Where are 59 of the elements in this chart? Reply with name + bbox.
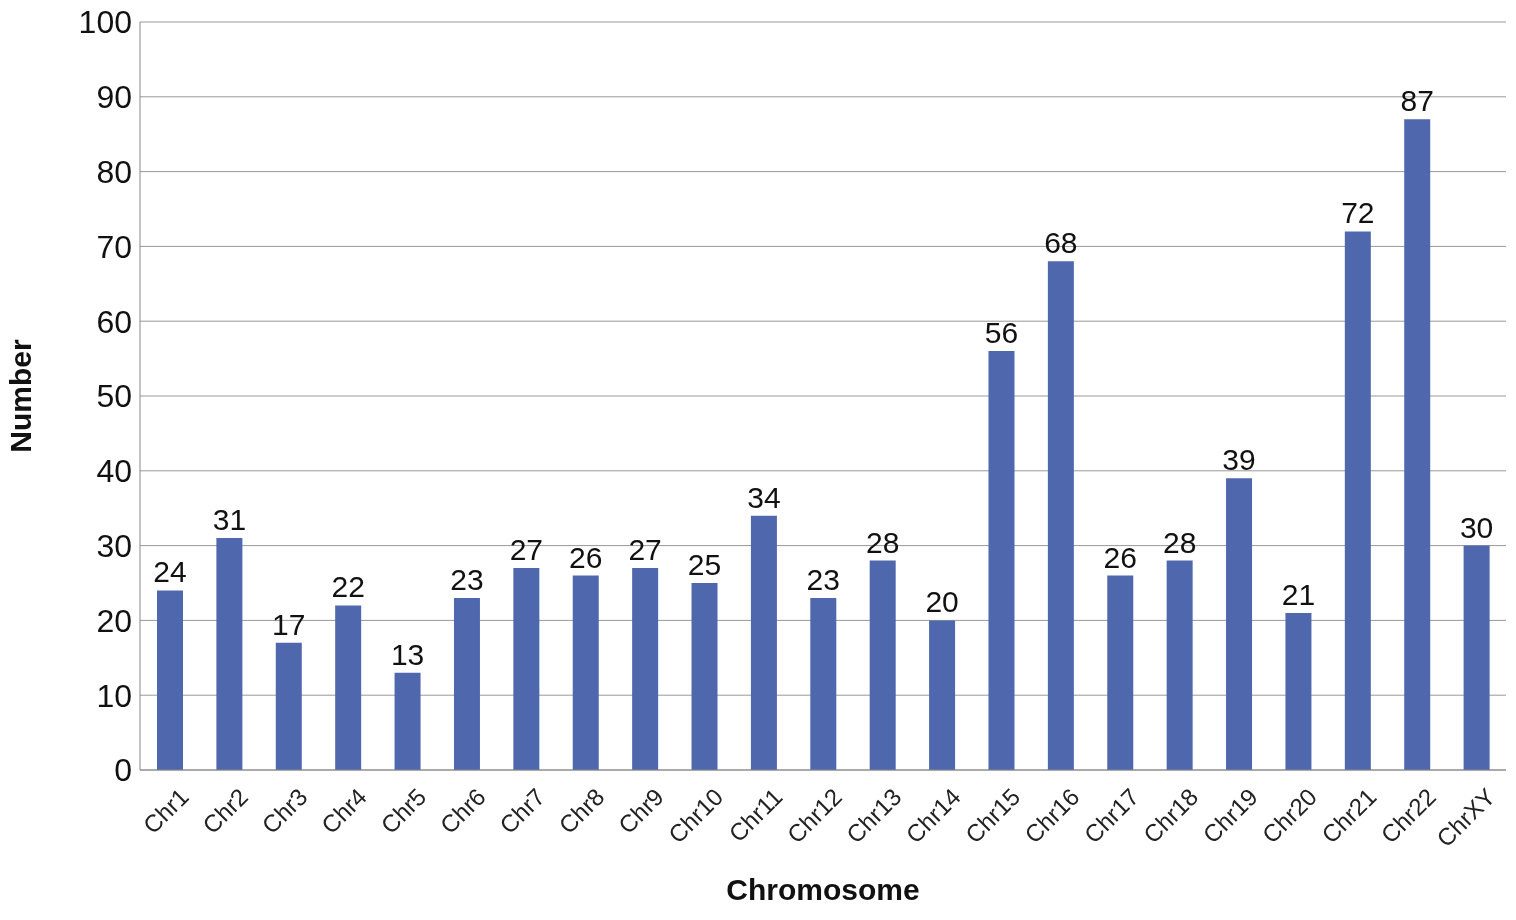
bar [810, 597, 837, 770]
data-label: 68 [1044, 226, 1078, 260]
data-label: 31 [212, 503, 247, 537]
bar [691, 583, 718, 770]
bar [1047, 261, 1074, 770]
y-tick-label: 30 [96, 527, 132, 564]
y-tick-label: 0 [114, 752, 132, 789]
y-tick-label: 10 [96, 677, 132, 714]
bar [750, 515, 777, 770]
bar [869, 560, 896, 770]
bar [513, 568, 540, 770]
data-label: 23 [450, 562, 484, 596]
data-label: 26 [1103, 540, 1137, 574]
y-tick-label: 70 [96, 228, 132, 265]
bar [275, 642, 302, 770]
data-label: 87 [1400, 84, 1434, 118]
y-tick-label: 90 [96, 79, 132, 116]
bar [929, 620, 956, 770]
bar [1404, 119, 1431, 770]
data-label: 13 [390, 637, 425, 671]
data-label: 34 [747, 480, 781, 514]
data-label: 28 [866, 525, 900, 559]
y-tick-label: 20 [96, 602, 132, 639]
data-label: 23 [806, 562, 840, 596]
x-axis-title: Chromosome [726, 873, 920, 906]
data-label: 30 [1459, 510, 1494, 544]
bar [216, 538, 243, 770]
bar [394, 672, 421, 770]
bar [1107, 575, 1134, 770]
bar [1285, 612, 1312, 770]
y-tick-label: 40 [96, 453, 132, 490]
y-axis-title: Number [3, 339, 37, 453]
bar [1166, 560, 1193, 770]
data-label: 27 [628, 533, 662, 567]
data-label: 72 [1341, 196, 1375, 230]
data-label: 22 [331, 570, 365, 604]
y-tick-label: 80 [96, 153, 132, 190]
bar [1463, 545, 1490, 770]
y-tick-label: 100 [78, 4, 132, 41]
data-label: 28 [1162, 525, 1197, 559]
data-label: 24 [153, 555, 187, 589]
data-label: 27 [509, 533, 544, 567]
data-label: 56 [984, 316, 1019, 350]
bar [1344, 231, 1371, 770]
bar [572, 575, 599, 770]
data-label: 20 [925, 585, 959, 619]
bar [453, 597, 480, 770]
y-tick-label: 60 [96, 303, 132, 340]
bar [988, 351, 1015, 770]
data-label: 17 [272, 607, 306, 641]
bar [157, 590, 183, 770]
data-label: 39 [1222, 443, 1256, 477]
data-label: 25 [687, 548, 722, 581]
y-tick-label: 50 [96, 378, 132, 415]
bar [335, 605, 362, 770]
data-label: 26 [569, 540, 603, 574]
data-label: 21 [1281, 577, 1316, 611]
bar [632, 568, 659, 770]
bar [1226, 478, 1253, 770]
